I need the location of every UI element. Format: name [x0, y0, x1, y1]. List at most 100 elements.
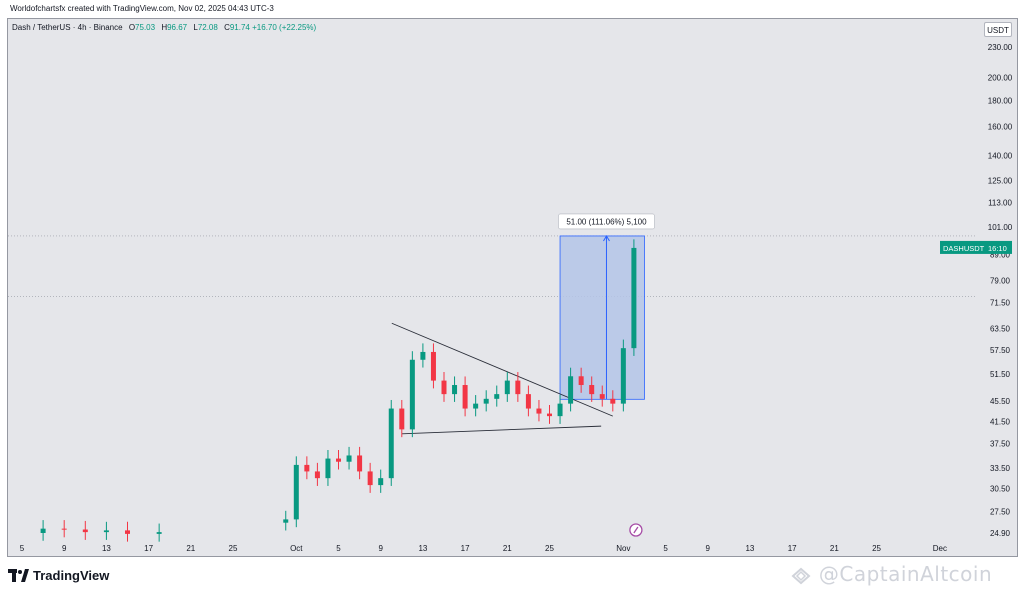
- candle-body: [314, 471, 320, 479]
- candle-body: [40, 528, 46, 533]
- candle-body: [578, 376, 584, 386]
- candle-body: [367, 471, 373, 486]
- candle-body: [82, 529, 88, 533]
- legend-high: 96.67: [167, 23, 188, 32]
- x-tick-label: 5: [663, 544, 668, 553]
- support-line: [401, 425, 602, 435]
- legend-open-label: O: [128, 23, 136, 32]
- event-marker-icon: [629, 523, 643, 537]
- captainaltcoin-logo-icon: [791, 567, 811, 584]
- y-tick-label: 89.00: [990, 251, 1011, 260]
- watermark: @CaptainAltcoin: [790, 562, 992, 586]
- measure-label-box: [558, 213, 655, 230]
- candle-body: [293, 464, 299, 520]
- candle-body: [557, 403, 563, 417]
- candle-body: [620, 348, 626, 404]
- candle-body: [409, 359, 415, 430]
- candle-body: [610, 398, 616, 404]
- y-tick-label: 71.50: [990, 298, 1011, 307]
- x-tick-label: 5: [20, 544, 25, 553]
- candle-body: [441, 380, 447, 395]
- y-tick-label: 51.50: [990, 370, 1011, 379]
- time-axis: 5 9 13 17 21 25 Oct 5 9 13 17 21 25 Nov 5 9 13 17 21 25 Dec: [20, 544, 947, 553]
- y-tick-label: 200.00: [988, 74, 1013, 83]
- y-tick-label: 180.00: [988, 97, 1013, 106]
- x-tick-label: 21: [830, 544, 839, 553]
- candle-body: [125, 530, 130, 534]
- x-tick-label: 13: [418, 544, 427, 553]
- candle-body: [399, 408, 405, 430]
- chart-frame[interactable]: [7, 18, 1018, 557]
- y-tick-label: 79.00: [990, 277, 1011, 286]
- candle-body: [494, 394, 500, 399]
- x-tick-label: 25: [229, 544, 238, 553]
- x-tick-label: 17: [144, 544, 153, 553]
- legend-close: 91.74: [229, 23, 250, 32]
- candle-body: [589, 385, 595, 395]
- chart-credit: Worldofchartsfx created with TradingView…: [10, 4, 274, 13]
- candle-body: [462, 385, 468, 409]
- price-tags: DASHUSDT 16:10: [629, 240, 1012, 537]
- y-tick-label: 125.00: [988, 176, 1013, 185]
- watermark-text: @CaptainAltcoin: [818, 562, 993, 586]
- measure-label: 51.00 (111.06%) 5,100: [566, 217, 647, 226]
- legend-open: 75.03: [135, 23, 156, 32]
- y-tick-label: 101.00: [988, 223, 1013, 232]
- x-tick-label: 25: [545, 544, 554, 553]
- candle-body: [568, 376, 574, 404]
- candle-body: [61, 528, 67, 530]
- legend-low-label: L: [193, 23, 198, 32]
- x-tick-label: 21: [186, 544, 195, 553]
- candle-body: [631, 247, 637, 349]
- candle-body: [346, 455, 352, 462]
- x-tick-label: 5: [336, 544, 341, 553]
- descending-trendline: [391, 322, 613, 417]
- candle-body: [504, 380, 510, 395]
- candle-body: [452, 385, 458, 395]
- last-price-tag: [940, 240, 1012, 254]
- y-tick-label: 45.50: [990, 397, 1011, 406]
- candle-body: [515, 380, 521, 395]
- tradingview-brand: TradingView: [33, 568, 110, 583]
- y-tick-label: 33.50: [990, 464, 1011, 473]
- event-marker-bolt: [633, 526, 639, 534]
- y-tick-label: 160.00: [988, 122, 1013, 131]
- chart-legend: Dash / TetherUS · 4h · Binance O75.03 H9…: [12, 23, 316, 32]
- candle-body: [547, 413, 552, 417]
- measure-arrow-head: [603, 234, 610, 242]
- last-price-ticker: DASHUSDT: [943, 244, 985, 253]
- tradingview-logo: TradingView: [8, 568, 109, 583]
- candle-body: [283, 519, 289, 523]
- x-tick-label: 9: [378, 544, 383, 553]
- x-tick-label: Oct: [290, 544, 303, 553]
- y-tick-label: 24.90: [990, 529, 1011, 538]
- candles: [40, 239, 637, 542]
- candle-body: [420, 351, 426, 360]
- candle-body: [325, 458, 331, 479]
- x-tick-label: 13: [102, 544, 111, 553]
- candle-body: [430, 351, 436, 381]
- y-tick-label: 63.50: [990, 324, 1011, 333]
- candle-body: [599, 394, 605, 399]
- trendlines: [391, 322, 613, 435]
- candle-body: [525, 394, 531, 409]
- x-tick-label: Dec: [933, 544, 947, 553]
- candle-body: [388, 408, 394, 479]
- grid-lines: [8, 235, 975, 298]
- candle-body: [103, 530, 109, 533]
- candle-body: [483, 398, 489, 404]
- candle-body: [156, 532, 162, 534]
- y-tick-label: 57.50: [990, 346, 1011, 355]
- legend-high-label: H: [161, 23, 168, 32]
- legend-symbol: Dash / TetherUS · 4h · Binance: [12, 23, 123, 32]
- currency-badge[interactable]: USDT: [984, 22, 1012, 37]
- x-tick-label: 9: [706, 544, 711, 553]
- y-tick-label: 230.00: [988, 43, 1013, 52]
- legend-change: +16.70 (+22.25%): [252, 23, 317, 32]
- y-tick-label: 27.50: [990, 507, 1011, 516]
- x-tick-label: 9: [62, 544, 67, 553]
- x-tick-label: 13: [745, 544, 754, 553]
- candle-body: [304, 464, 310, 472]
- legend-close-label: C: [224, 23, 230, 32]
